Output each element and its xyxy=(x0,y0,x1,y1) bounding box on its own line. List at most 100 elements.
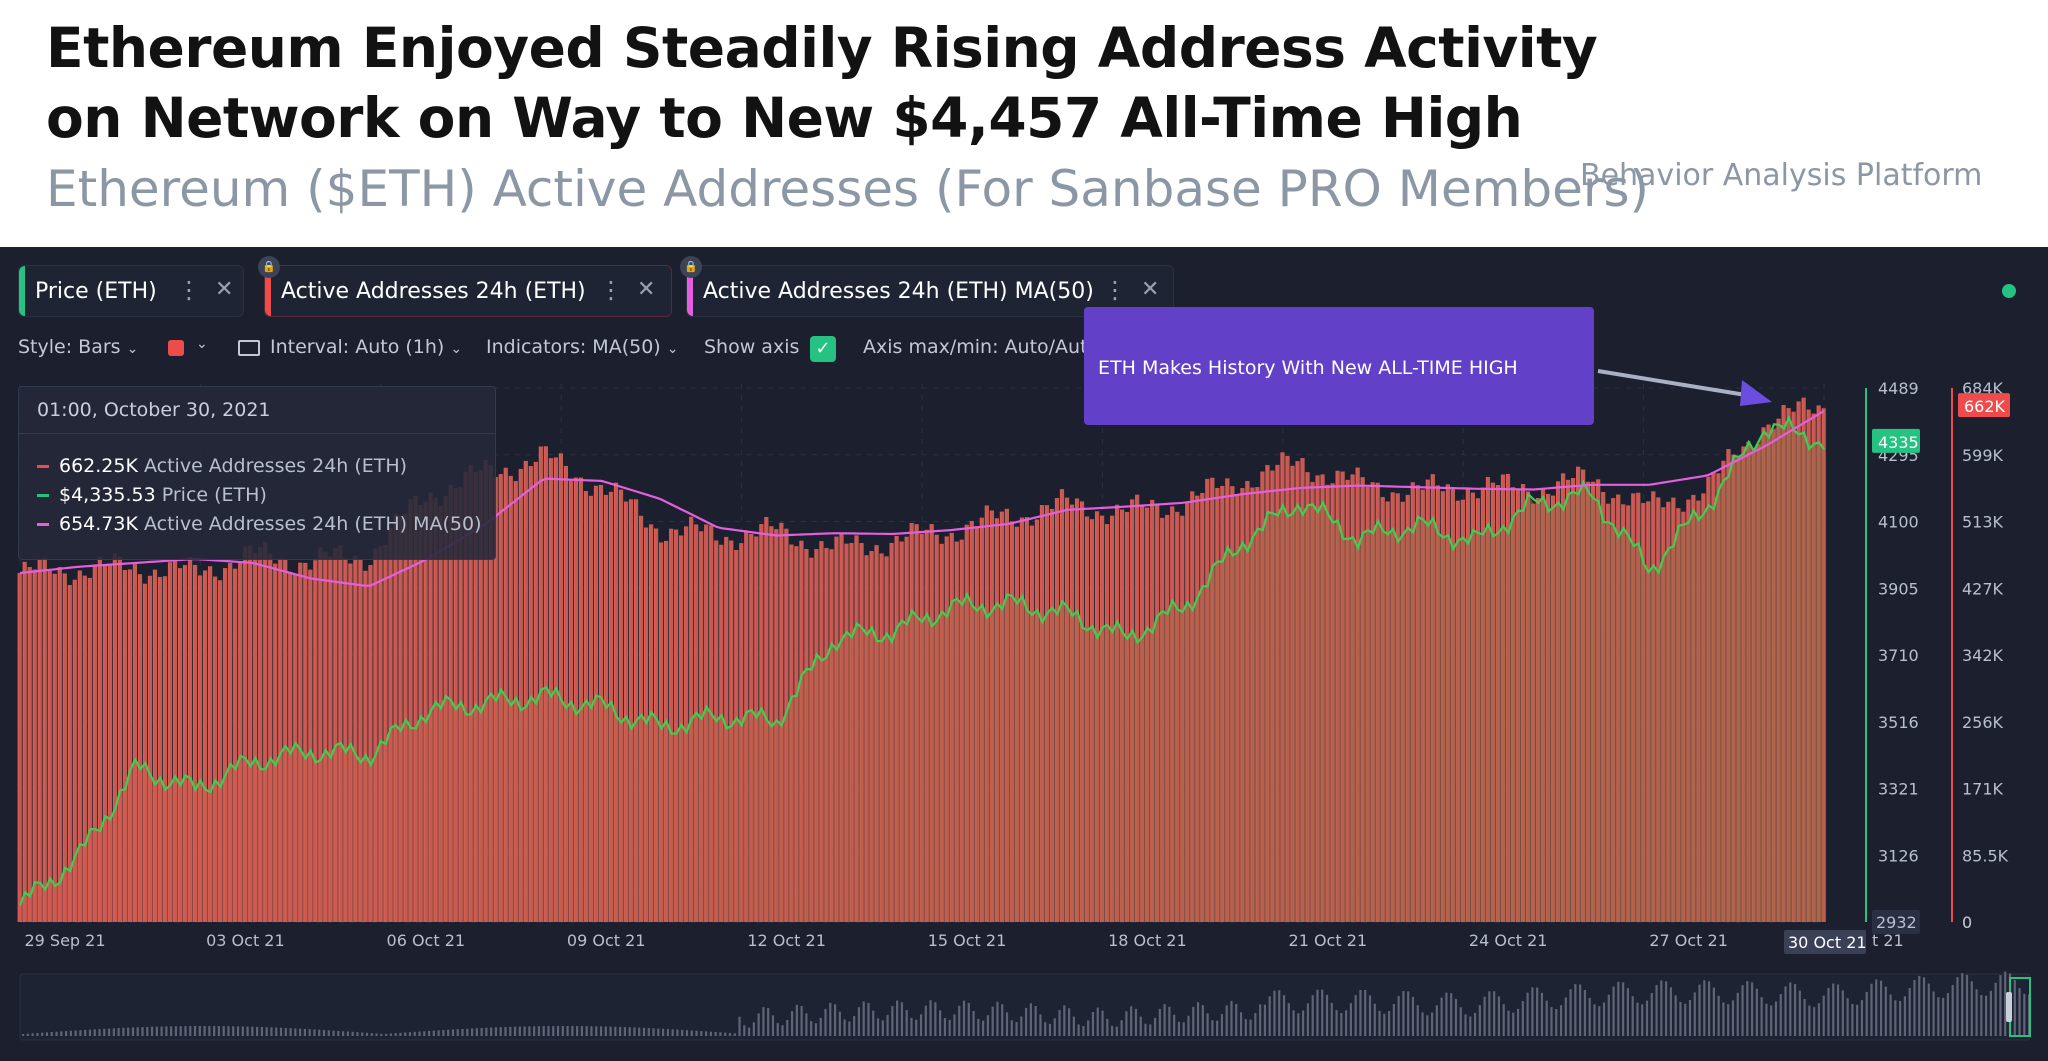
style-select[interactable]: Style: Bars ⌄ xyxy=(18,336,138,358)
more-icon[interactable]: ⋮ xyxy=(599,276,623,304)
navigator-bar xyxy=(189,1026,192,1036)
navigator-bar xyxy=(26,1033,29,1036)
navigator-bar xyxy=(1311,995,1314,1036)
navigator-bar xyxy=(361,1032,364,1036)
indicators-select[interactable]: Indicators: MA(50) ⌄ xyxy=(486,336,678,358)
annotation-callout: ETH Makes History With New ALL-TIME HIGH xyxy=(1084,307,1594,425)
navigator-bar xyxy=(1259,1004,1262,1036)
navigator-bar xyxy=(1282,995,1286,1036)
navigator-bar xyxy=(322,1030,326,1036)
navigator-bar xyxy=(1951,984,1954,1036)
navigator-bar xyxy=(107,1028,111,1036)
navigator-bar xyxy=(60,1031,63,1036)
navigator-bar xyxy=(948,1019,951,1036)
navigator-bar xyxy=(1130,1006,1133,1036)
navigator-bar xyxy=(327,1030,330,1036)
navigator-bar xyxy=(580,1026,584,1036)
price-last-value: 4335 xyxy=(1878,433,1919,452)
navigator-bar xyxy=(1378,1010,1381,1036)
bar xyxy=(142,583,148,922)
navigator-bar xyxy=(838,1011,841,1036)
navigator-bar xyxy=(1617,981,1620,1036)
navigator-bar xyxy=(1741,985,1744,1036)
navigator-bar xyxy=(150,1026,154,1036)
interval-select[interactable]: Interval: Auto (1h) ⌄ xyxy=(238,336,462,358)
navigator-bar xyxy=(1985,995,1988,1036)
navigator-bar xyxy=(1072,1016,1075,1036)
navigator-bar xyxy=(351,1031,354,1036)
tab-active-addresses[interactable]: Active Addresses 24h (ETH) ⋮ ✕ xyxy=(264,265,672,317)
price-tick-label: 3516 xyxy=(1878,713,1919,732)
navigator-bar xyxy=(160,1026,163,1036)
bar xyxy=(67,585,72,922)
tab-active-addresses-ma[interactable]: Active Addresses 24h (ETH) MA(50) ⋮ ✕ xyxy=(686,265,1174,317)
navigator-bar xyxy=(1626,988,1629,1036)
navigator-bar xyxy=(466,1028,469,1036)
navigator-bar xyxy=(1674,995,1677,1036)
more-icon[interactable]: ⋮ xyxy=(1103,276,1127,304)
navigator-bar xyxy=(485,1027,488,1036)
navigator-bar xyxy=(380,1033,383,1036)
address-last-badge xyxy=(1958,393,2010,418)
close-icon[interactable]: ✕ xyxy=(1141,277,1160,302)
bar xyxy=(383,544,388,922)
navigator-bar xyxy=(724,1032,727,1036)
navigator-bar xyxy=(1306,1003,1309,1036)
bar xyxy=(112,553,118,922)
navigator-bar xyxy=(1493,991,1496,1036)
navigator-bar xyxy=(447,1029,450,1036)
navigator-bar xyxy=(518,1026,521,1036)
navigator-bar xyxy=(1856,1004,1859,1036)
navigator-bar xyxy=(1789,982,1792,1036)
navigator-bar xyxy=(1612,986,1615,1036)
navigator-bar xyxy=(98,1029,101,1036)
navigator-bar xyxy=(1010,1020,1013,1036)
navigator-bar xyxy=(1302,1010,1305,1036)
close-icon[interactable]: ✕ xyxy=(637,277,656,302)
bar xyxy=(198,575,203,922)
bar xyxy=(32,569,37,922)
chart-axes: 448942954100390537103516332131262932684K… xyxy=(19,379,2031,1041)
navigator-bar xyxy=(666,1029,669,1036)
navigator-bar xyxy=(432,1030,435,1036)
navigator-bar xyxy=(513,1026,517,1036)
chevron-down-icon[interactable]: ⌄ xyxy=(196,336,208,352)
address-tick-label: 171K xyxy=(1962,780,2004,799)
close-icon[interactable]: ✕ xyxy=(215,277,234,302)
navigator-bar xyxy=(900,1002,904,1036)
navigator-bar xyxy=(886,1014,889,1036)
navigator-bar xyxy=(1149,1024,1152,1036)
color-swatch[interactable] xyxy=(168,340,184,356)
chevron-down-icon: ⌄ xyxy=(126,341,139,357)
x-tick-label: 15 Oct 21 xyxy=(928,931,1007,950)
tab-label: Active Addresses 24h (ETH) xyxy=(281,279,586,304)
show-axis-checkbox[interactable]: ✓ xyxy=(810,336,836,362)
more-icon[interactable]: ⋮ xyxy=(177,276,201,304)
navigator-bar xyxy=(556,1026,560,1036)
navigator-bar xyxy=(1297,1013,1300,1036)
bar xyxy=(243,546,248,922)
navigator-bar xyxy=(896,1000,899,1036)
navigator-bar xyxy=(1287,1003,1290,1036)
navigator-bar xyxy=(165,1026,168,1036)
bar xyxy=(378,546,383,922)
bar xyxy=(368,565,373,922)
navigator-bar xyxy=(1598,1006,1601,1036)
bar xyxy=(468,464,473,922)
tab-price[interactable]: Price (ETH) ⋮ ✕ xyxy=(18,265,244,317)
navigator-bar xyxy=(1607,994,1610,1036)
bar xyxy=(288,572,293,922)
bar xyxy=(132,564,138,922)
legend-mark xyxy=(37,494,49,497)
bar xyxy=(478,470,483,922)
navigator-bar xyxy=(810,1021,813,1036)
navigator-bar xyxy=(1918,975,1921,1036)
navigator-bar xyxy=(1865,991,1868,1036)
navigator-bar xyxy=(523,1026,526,1036)
navigator-bar xyxy=(1187,1015,1190,1036)
navigator-bar xyxy=(805,1013,808,1036)
tooltip-row: 662.25K Active Addresses 24h (ETH) xyxy=(37,455,407,477)
price-tick-label: 4100 xyxy=(1878,513,1919,532)
navigator-bar xyxy=(1034,1006,1037,1036)
